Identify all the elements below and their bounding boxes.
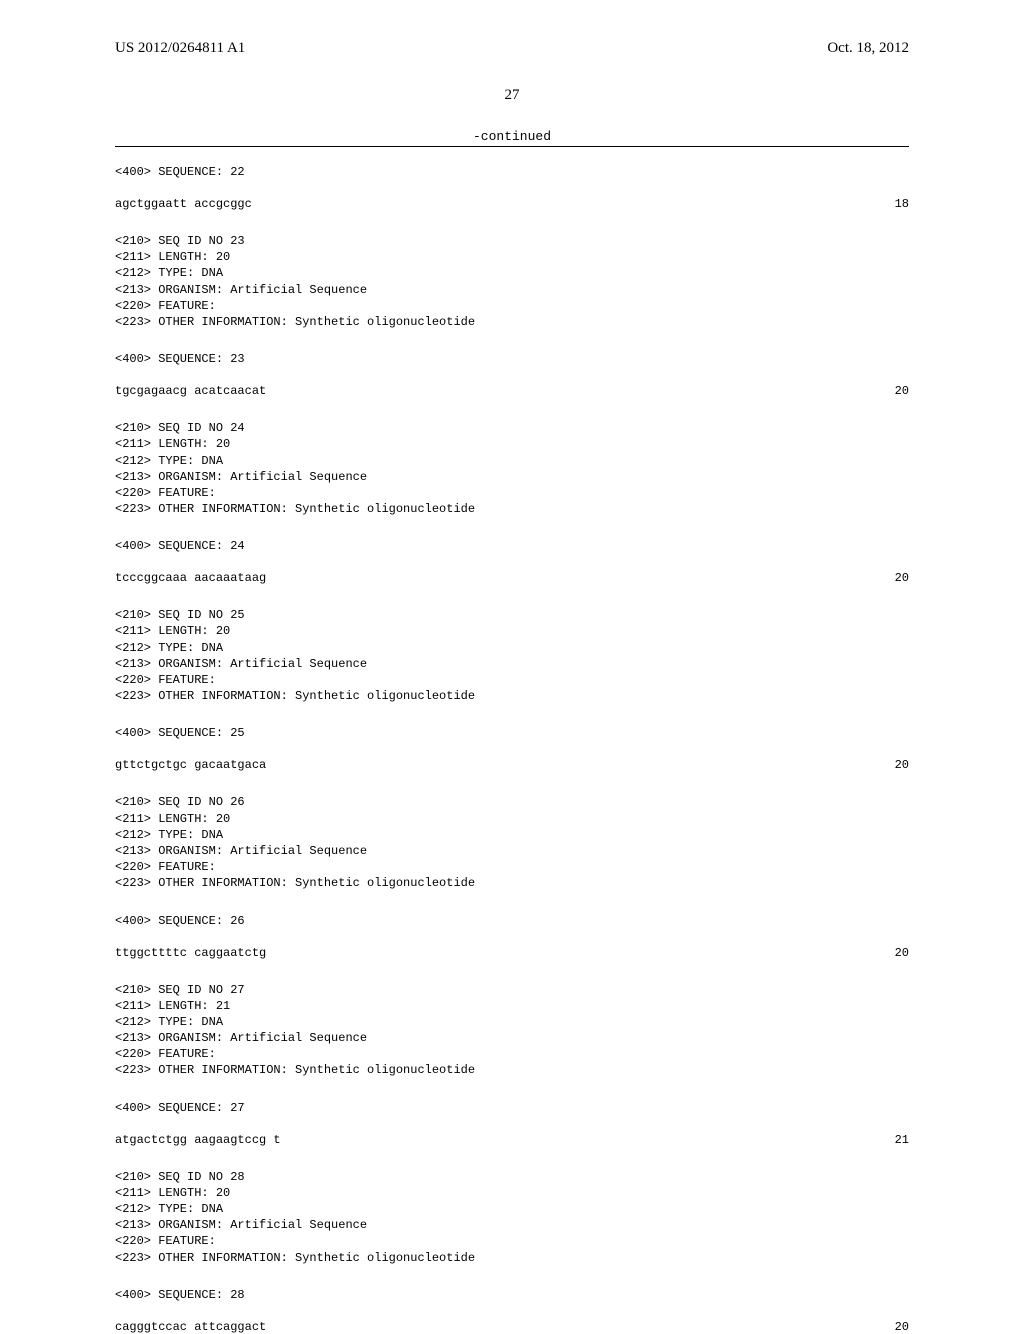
seq-27-num: 21 bbox=[895, 1133, 909, 1147]
seq-24-h1: <211> LENGTH: 20 bbox=[115, 437, 230, 451]
seq-25-h2: <212> TYPE: DNA bbox=[115, 641, 223, 655]
seq-25-h3: <213> ORGANISM: Artificial Sequence bbox=[115, 657, 367, 671]
seq-24-line: tcccggcaaa aacaaataag 20 bbox=[115, 571, 909, 585]
seq-27-text: atgactctgg aagaagtccg t bbox=[115, 1133, 281, 1147]
seq-26-h5: <223> OTHER INFORMATION: Synthetic oligo… bbox=[115, 876, 475, 890]
seq-23-block: <210> SEQ ID NO 23 <211> LENGTH: 20 <212… bbox=[115, 233, 909, 330]
seq-23-line: tgcgagaacg acatcaacat 20 bbox=[115, 384, 909, 398]
seq-27-line: atgactctgg aagaagtccg t 21 bbox=[115, 1133, 909, 1147]
seq-26-h4: <220> FEATURE: bbox=[115, 860, 216, 874]
seq-24-h4: <220> FEATURE: bbox=[115, 486, 216, 500]
seq-28-h2: <212> TYPE: DNA bbox=[115, 1202, 223, 1216]
seq-25-h0: <210> SEQ ID NO 25 bbox=[115, 608, 245, 622]
seq-25-subheader: <400> SEQUENCE: 25 bbox=[115, 726, 909, 740]
seq-24-h0: <210> SEQ ID NO 24 bbox=[115, 421, 245, 435]
seq-27-subheader: <400> SEQUENCE: 27 bbox=[115, 1101, 909, 1115]
seq-26-h2: <212> TYPE: DNA bbox=[115, 828, 223, 842]
seq-22-header: <400> SEQUENCE: 22 bbox=[115, 165, 909, 179]
seq-26-block: <210> SEQ ID NO 26 <211> LENGTH: 20 <212… bbox=[115, 794, 909, 891]
seq-26-h0: <210> SEQ ID NO 26 bbox=[115, 795, 245, 809]
seq-25-h5: <223> OTHER INFORMATION: Synthetic oligo… bbox=[115, 689, 475, 703]
seq-23-text: tgcgagaacg acatcaacat bbox=[115, 384, 266, 398]
header-right: Oct. 18, 2012 bbox=[827, 40, 909, 57]
seq-26-line: ttggcttttc caggaatctg 20 bbox=[115, 946, 909, 960]
seq-26-subheader: <400> SEQUENCE: 26 bbox=[115, 914, 909, 928]
seq-26-h3: <213> ORGANISM: Artificial Sequence bbox=[115, 844, 367, 858]
seq-28-num: 20 bbox=[895, 1320, 909, 1334]
seq-22-line: agctggaatt accgcggc 18 bbox=[115, 197, 909, 211]
seq-25-block: <210> SEQ ID NO 25 <211> LENGTH: 20 <212… bbox=[115, 607, 909, 704]
seq-25-text: gttctgctgc gacaatgaca bbox=[115, 758, 266, 772]
seq-26-h1: <211> LENGTH: 20 bbox=[115, 812, 230, 826]
seq-23-num: 20 bbox=[895, 384, 909, 398]
seq-28-h3: <213> ORGANISM: Artificial Sequence bbox=[115, 1218, 367, 1232]
horizontal-rule bbox=[115, 146, 909, 147]
seq-27-h3: <213> ORGANISM: Artificial Sequence bbox=[115, 1031, 367, 1045]
seq-28-h0: <210> SEQ ID NO 28 bbox=[115, 1170, 245, 1184]
seq-23-h5: <223> OTHER INFORMATION: Synthetic oligo… bbox=[115, 315, 475, 329]
seq-28-line: cagggtccac attcaggact 20 bbox=[115, 1320, 909, 1334]
seq-28-h4: <220> FEATURE: bbox=[115, 1234, 216, 1248]
seq-26-num: 20 bbox=[895, 946, 909, 960]
seq-23-h3: <213> ORGANISM: Artificial Sequence bbox=[115, 283, 367, 297]
seq-25-h1: <211> LENGTH: 20 bbox=[115, 624, 230, 638]
seq-28-text: cagggtccac attcaggact bbox=[115, 1320, 266, 1334]
seq-22-num: 18 bbox=[895, 197, 909, 211]
seq-24-num: 20 bbox=[895, 571, 909, 585]
seq-28-subheader: <400> SEQUENCE: 28 bbox=[115, 1288, 909, 1302]
seq-27-block: <210> SEQ ID NO 27 <211> LENGTH: 21 <212… bbox=[115, 982, 909, 1079]
continued-label: -continued bbox=[115, 129, 909, 144]
seq-23-h4: <220> FEATURE: bbox=[115, 299, 216, 313]
seq-24-text: tcccggcaaa aacaaataag bbox=[115, 571, 266, 585]
page-number: 27 bbox=[115, 87, 909, 104]
seq-27-h0: <210> SEQ ID NO 27 bbox=[115, 983, 245, 997]
seq-28-h5: <223> OTHER INFORMATION: Synthetic oligo… bbox=[115, 1251, 475, 1265]
seq-27-h5: <223> OTHER INFORMATION: Synthetic oligo… bbox=[115, 1063, 475, 1077]
seq-27-h1: <211> LENGTH: 21 bbox=[115, 999, 230, 1013]
seq-23-h0: <210> SEQ ID NO 23 bbox=[115, 234, 245, 248]
header-left: US 2012/0264811 A1 bbox=[115, 40, 245, 57]
seq-24-subheader: <400> SEQUENCE: 24 bbox=[115, 539, 909, 553]
seq-24-block: <210> SEQ ID NO 24 <211> LENGTH: 20 <212… bbox=[115, 420, 909, 517]
seq-24-h3: <213> ORGANISM: Artificial Sequence bbox=[115, 470, 367, 484]
seq-24-h2: <212> TYPE: DNA bbox=[115, 454, 223, 468]
seq-23-h2: <212> TYPE: DNA bbox=[115, 266, 223, 280]
seq-24-h5: <223> OTHER INFORMATION: Synthetic oligo… bbox=[115, 502, 475, 516]
page-header: US 2012/0264811 A1 Oct. 18, 2012 bbox=[115, 40, 909, 57]
seq-22-text: agctggaatt accgcggc bbox=[115, 197, 252, 211]
seq-28-h1: <211> LENGTH: 20 bbox=[115, 1186, 230, 1200]
seq-25-num: 20 bbox=[895, 758, 909, 772]
seq-23-subheader: <400> SEQUENCE: 23 bbox=[115, 352, 909, 366]
seq-25-line: gttctgctgc gacaatgaca 20 bbox=[115, 758, 909, 772]
seq-26-text: ttggcttttc caggaatctg bbox=[115, 946, 266, 960]
seq-27-h4: <220> FEATURE: bbox=[115, 1047, 216, 1061]
seq-28-block: <210> SEQ ID NO 28 <211> LENGTH: 20 <212… bbox=[115, 1169, 909, 1266]
seq-23-h1: <211> LENGTH: 20 bbox=[115, 250, 230, 264]
seq-27-h2: <212> TYPE: DNA bbox=[115, 1015, 223, 1029]
seq-25-h4: <220> FEATURE: bbox=[115, 673, 216, 687]
